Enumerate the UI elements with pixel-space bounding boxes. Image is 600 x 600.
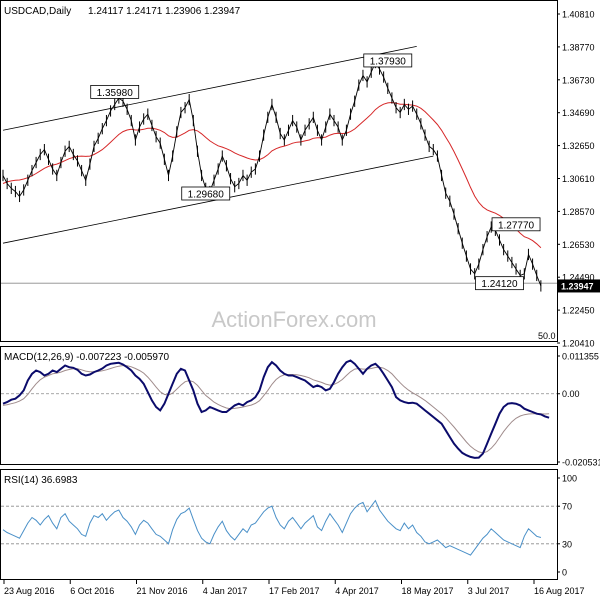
rsi-tick-label: 0 bbox=[562, 568, 567, 578]
price-close-path bbox=[2, 61, 542, 287]
price-panel-frame bbox=[0, 0, 558, 342]
price-annotation-label: 1.24120 bbox=[481, 279, 518, 290]
last-price-label: 1.23947 bbox=[561, 281, 594, 291]
price-annotation-box bbox=[475, 276, 524, 291]
time-tick-label: 6 Oct 2016 bbox=[70, 586, 114, 596]
time-tick-label: 3 Jul 2017 bbox=[468, 586, 510, 596]
time-tick-label: 21 Nov 2016 bbox=[137, 586, 188, 596]
ema-path bbox=[2, 101, 542, 249]
price-annotation-box bbox=[90, 84, 140, 99]
macd-path bbox=[2, 359, 550, 459]
macd-tick-label: 0.00 bbox=[562, 389, 580, 399]
macd-tick-label: 0.011355 bbox=[562, 352, 599, 362]
price-annotation-box bbox=[181, 186, 231, 201]
macd-line bbox=[2, 359, 550, 459]
price-annotation-label: 1.27770 bbox=[498, 220, 535, 231]
rsi-panel-frame bbox=[0, 469, 558, 580]
time-tick-label: 16 Aug 2017 bbox=[534, 586, 585, 596]
rsi-path bbox=[2, 499, 542, 556]
time-tick-label: 17 Feb 2017 bbox=[269, 586, 320, 596]
price-axis: 1.40810 1.38770 1.36730 1.34690 1.32650 1.306… bbox=[557, 10, 600, 349]
macd-axis: 0.011355 0.00 -0.020531 bbox=[557, 352, 600, 468]
macd-tick-label: -0.020531 bbox=[562, 458, 600, 468]
rsi-guide-lines bbox=[1, 505, 557, 545]
channel-upper-line bbox=[2, 46, 417, 131]
price-tick-label: 1.30610 bbox=[562, 174, 595, 184]
time-tick-label: 4 Jan 2017 bbox=[203, 586, 248, 596]
ohlc-values: 1.24117 1.24171 1.23906 1.23947 bbox=[88, 6, 241, 17]
price-tick-label: 1.22450 bbox=[562, 306, 595, 316]
rsi-tick-label: 100 bbox=[562, 474, 577, 484]
rsi-axis: 100 70 30 0 bbox=[557, 474, 577, 578]
time-tick-label: 18 May 2017 bbox=[402, 586, 454, 596]
price-tick-label: 1.28570 bbox=[562, 207, 595, 217]
price-tick-label: 1.32650 bbox=[562, 141, 595, 151]
rsi-line bbox=[2, 499, 542, 556]
chart-title: USDCAD,Daily bbox=[4, 6, 71, 17]
rsi-tick-label: 70 bbox=[562, 502, 572, 512]
price-annotations: 1.35980 1.29680 1.37930 1.27770 1.24120 bbox=[90, 53, 541, 291]
time-tick-label: 23 Aug 2016 bbox=[4, 586, 55, 596]
macd-panel-frame bbox=[0, 346, 558, 465]
fib-label: 50.0 bbox=[538, 331, 556, 341]
price-tick-label: 1.20410 bbox=[562, 339, 595, 349]
price-tick-label: 1.40810 bbox=[562, 10, 595, 20]
watermark: ActionForex.com bbox=[211, 307, 376, 332]
time-tick-label: 4 Apr 2017 bbox=[335, 586, 379, 596]
price-annotation-box bbox=[363, 53, 413, 68]
price-tick-label: 1.24490 bbox=[562, 273, 595, 283]
price-annotation-label: 1.35980 bbox=[97, 88, 134, 99]
price-annotation-label: 1.29680 bbox=[188, 189, 225, 200]
time-axis: 23 Aug 2016 6 Oct 2016 21 Nov 2016 4 Jan 20… bbox=[3, 580, 585, 596]
price-tick-label: 1.34690 bbox=[562, 108, 595, 118]
rsi-label: RSI(14) 36.6983 bbox=[4, 475, 78, 486]
price-annotation-label: 1.37930 bbox=[370, 56, 407, 67]
macd-label: MACD(12,26,9) -0.007223 -0.005970 bbox=[4, 352, 170, 363]
ema-line bbox=[2, 101, 542, 249]
price-tick-label: 1.26530 bbox=[562, 240, 595, 250]
last-price-box bbox=[558, 279, 600, 293]
price-annotation-box bbox=[491, 217, 541, 232]
price-tick-label: 1.38770 bbox=[562, 42, 595, 52]
price-tick-label: 1.36730 bbox=[562, 75, 595, 85]
rsi-tick-label: 30 bbox=[562, 539, 572, 549]
